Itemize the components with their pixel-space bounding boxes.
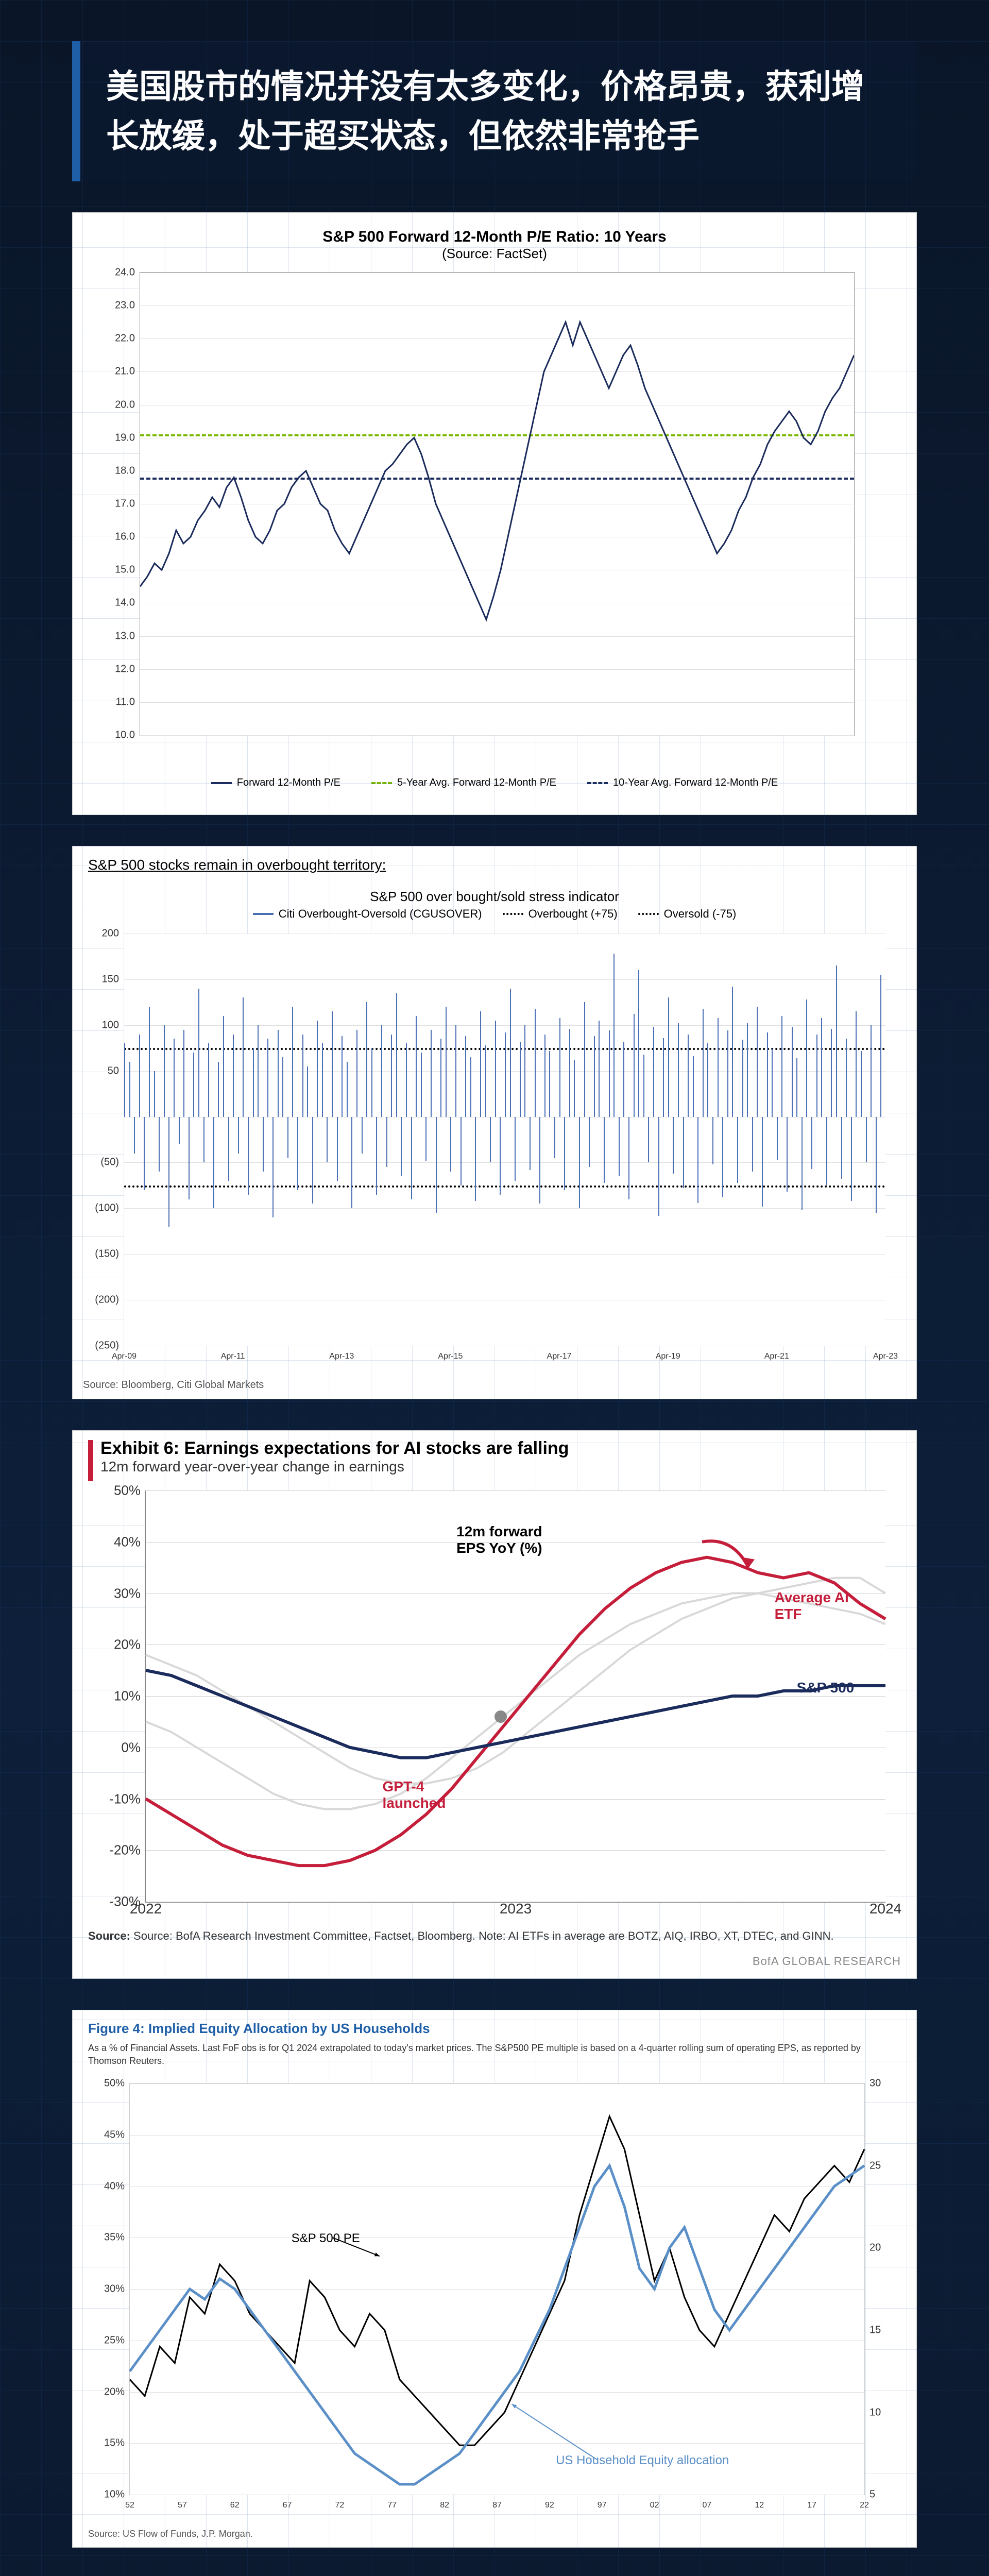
chart4-desc: As a % of Financial Assets. Last FoF obs…: [73, 2042, 916, 2078]
chart3-source-text: Source: BofA Research Investment Committ…: [133, 1929, 834, 1942]
chart4-source: Source: US Flow of Funds, J.P. Morgan.: [73, 2521, 916, 2547]
chart4-plot: 50%45%40%35%30%25%20%15%10%30252015105S&…: [129, 2083, 865, 2495]
legend-item: Citi Overbought-Oversold (CGUSOVER): [253, 907, 482, 921]
chart4-title: Figure 4: Implied Equity Allocation by U…: [73, 2010, 916, 2042]
chart3-card: Exhibit 6: Earnings expectations for AI …: [72, 1430, 917, 1979]
chart1-legend: Forward 12-Month P/E 5-Year Avg. Forward …: [93, 767, 896, 799]
chart2-title: S&P 500 over bought/sold stress indicato…: [73, 884, 916, 907]
chart3-annotation: 12m forward EPS YoY (%): [456, 1523, 542, 1556]
chart4-annotation: S&P 500 PE: [292, 2231, 360, 2246]
chart3-title-text: Earnings expectations for AI stocks are …: [184, 1438, 569, 1458]
page-root: 美国股市的情况并没有太多变化，价格昂贵，获利增长放缓，处于超买状态，但依然非常抢…: [0, 0, 989, 2576]
page-headline: 美国股市的情况并没有太多变化，价格昂贵，获利增长放缓，处于超买状态，但依然非常抢…: [106, 62, 891, 161]
chart1-subtitle: (Source: FactSet): [93, 246, 896, 262]
legend-item: Oversold (-75): [638, 907, 737, 921]
chart4-annotation: US Household Equity allocation: [556, 2453, 729, 2468]
chart2-legend: Citi Overbought-Oversold (CGUSOVER) Overb…: [73, 907, 916, 928]
chart3-brand: BofA GLOBAL RESEARCH: [73, 1955, 916, 1978]
chart3-annotation: Average AI ETF: [775, 1589, 849, 1622]
chart3-plot: 50%40%30%20%10%0%-10%-20%-30%12m forward…: [145, 1490, 885, 1903]
chart3-annotation: GPT-4 launched: [383, 1778, 446, 1811]
chart3-title: Exhibit 6: Earnings expectations for AI …: [100, 1431, 916, 1459]
chart3-subtitle: 12m forward year-over-year change in ear…: [100, 1459, 916, 1485]
chart2-header: S&P 500 stocks remain in overbought terr…: [73, 846, 916, 884]
legend-item: 10-Year Avg. Forward 12-Month P/E: [587, 777, 778, 789]
chart1-title: S&P 500 Forward 12-Month P/E Ratio: 10 Y…: [93, 228, 896, 246]
chart3-accent-bar: [88, 1440, 93, 1481]
headline-block: 美国股市的情况并没有太多变化，价格昂贵，获利增长放缓，处于超买状态，但依然非常抢…: [72, 41, 917, 181]
chart4-card: Figure 4: Implied Equity Allocation by U…: [72, 2010, 917, 2548]
legend-item: Forward 12-Month P/E: [211, 777, 340, 789]
chart3-exhibit: Exhibit 6:: [100, 1438, 179, 1458]
chart3-source: Source: Source: BofA Research Investment…: [73, 1918, 916, 1955]
chart2-plot: 20015010050(50)(100)(150)(200)(250)Apr-0…: [124, 934, 885, 1346]
chart3-annotation: S&P 500: [797, 1680, 855, 1696]
chart2-source: Source: Bloomberg, Citi Global Markets: [73, 1371, 916, 1399]
chart1-plot: 10.011.012.013.014.015.016.017.018.019.0…: [140, 272, 855, 736]
chart2-card: S&P 500 stocks remain in overbought terr…: [72, 846, 917, 1399]
chart1-card: S&P 500 Forward 12-Month P/E Ratio: 10 Y…: [72, 212, 917, 815]
legend-item: 5-Year Avg. Forward 12-Month P/E: [371, 777, 556, 789]
legend-item: Overbought (+75): [503, 907, 618, 921]
